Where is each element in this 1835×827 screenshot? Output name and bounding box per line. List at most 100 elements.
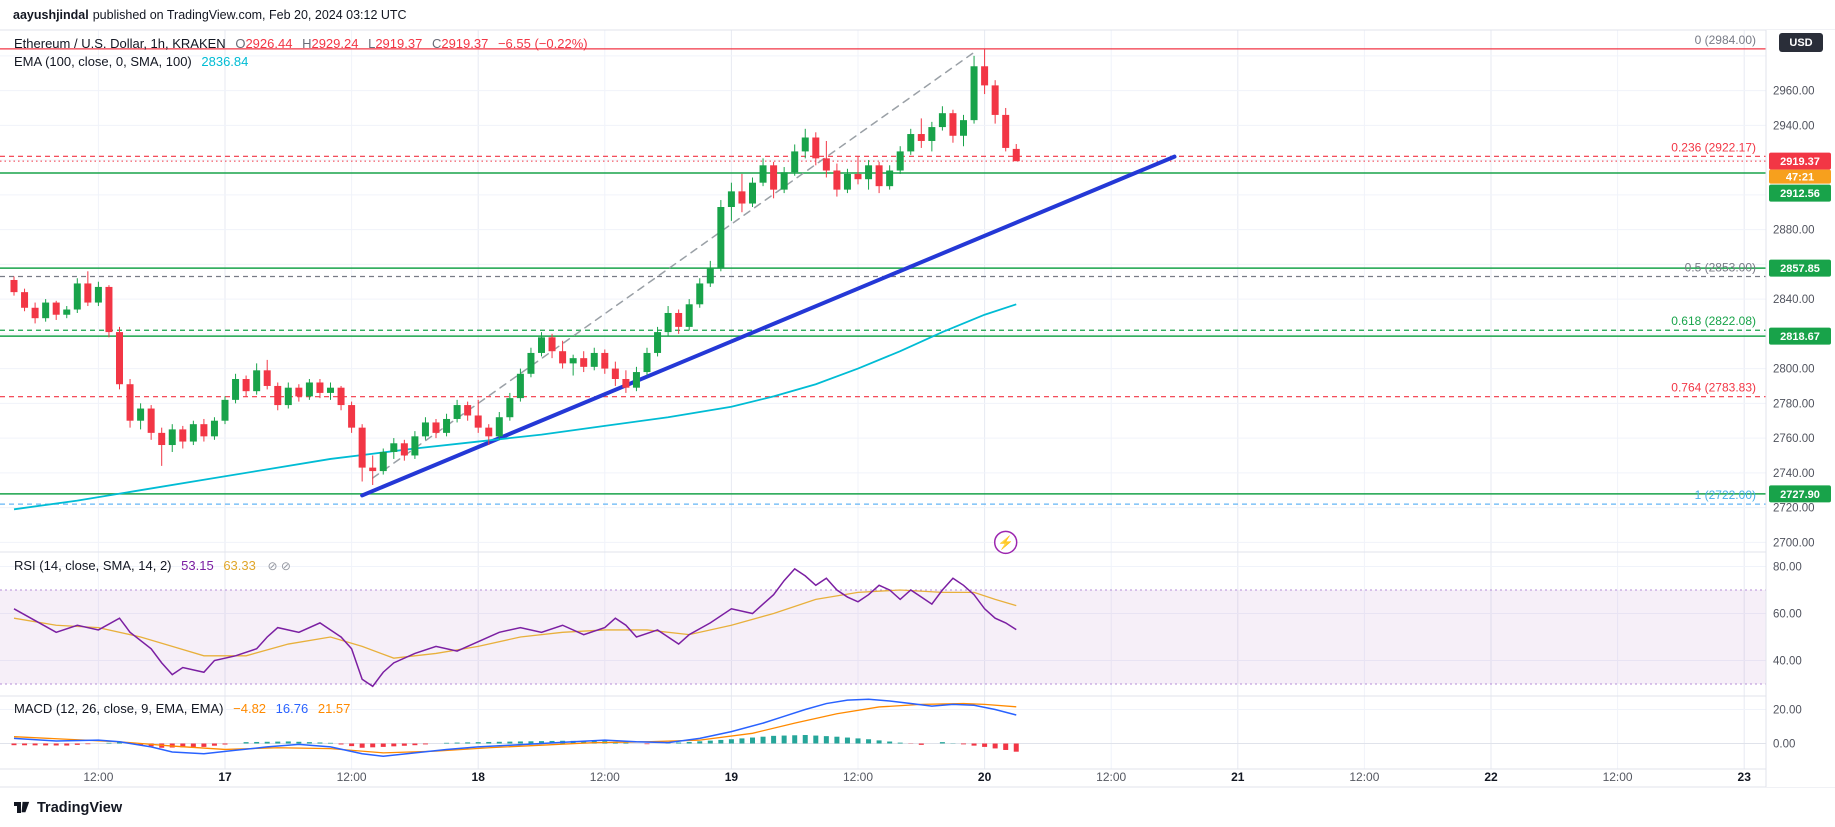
candle-body — [654, 332, 662, 353]
candle-body — [706, 267, 714, 284]
time-tick: 20 — [978, 770, 992, 784]
candle-body — [379, 451, 387, 472]
candle-body — [727, 191, 735, 208]
candle-body — [158, 432, 166, 446]
countdown-badge — [1769, 169, 1831, 184]
candle-body — [960, 120, 967, 136]
candle-body — [94, 286, 102, 303]
price-tick: 2940.00 — [1773, 120, 1815, 132]
open-label: O — [235, 36, 246, 51]
candle-body — [284, 387, 292, 406]
candle-body — [516, 373, 524, 399]
candle-body — [865, 165, 873, 180]
macd-legend: MACD (12, 26, close, 9, EMA, EMA) −4.82 … — [14, 701, 350, 716]
candle-body — [632, 372, 640, 388]
candle-body — [717, 207, 725, 268]
candle-body — [569, 358, 577, 364]
price-tick: 2840.00 — [1773, 294, 1815, 306]
fib-label: 0 (2984.00) — [1695, 33, 1756, 47]
candle-body — [949, 113, 957, 136]
candle-body — [928, 127, 936, 141]
candle-body — [843, 173, 851, 190]
tradingview-logo-icon[interactable] — [14, 799, 31, 816]
candle-body — [1012, 148, 1020, 162]
svg-text:2818.67: 2818.67 — [1780, 331, 1820, 343]
price-tick: 2700.00 — [1773, 537, 1815, 549]
candle-body — [1002, 114, 1010, 148]
macd-hist-value: −4.82 — [233, 701, 267, 716]
price-tick: 2740.00 — [1773, 468, 1815, 480]
rsi-title: RSI (14, close, SMA, 14, 2) — [14, 558, 172, 573]
pane-separators — [0, 29, 1835, 788]
rsi-tick: 60.00 — [1773, 609, 1802, 621]
price-tick: 2720.00 — [1773, 503, 1815, 515]
price-tick: 2780.00 — [1773, 398, 1815, 410]
time-tick: 21 — [1231, 770, 1245, 784]
time-tick: 19 — [725, 770, 739, 784]
rsi-tick: 80.00 — [1773, 562, 1802, 574]
support-price-badge — [1769, 259, 1831, 277]
candle-body — [495, 417, 503, 437]
trendlines — [360, 51, 1177, 498]
candle-body — [548, 337, 556, 352]
price-tick: 2760.00 — [1773, 433, 1815, 445]
candle-body — [242, 379, 250, 392]
currency-badge — [1779, 33, 1823, 52]
candle-body — [126, 384, 134, 421]
candle-body — [822, 158, 830, 171]
time-tick: 12:00 — [1096, 770, 1126, 784]
candle-body — [358, 427, 366, 468]
time-tick: 12:00 — [1349, 770, 1379, 784]
macd-tick: 0.00 — [1773, 739, 1795, 751]
ema-legend: EMA (100, close, 0, SMA, 100) 2836.84 — [14, 54, 248, 69]
candle-body — [738, 191, 746, 204]
tradingview-wordmark[interactable]: TradingView — [37, 799, 123, 816]
candle-body — [253, 370, 261, 392]
support-resistance-lines — [0, 160, 1766, 495]
footer-bar: TradingView — [0, 788, 1835, 827]
candle-body — [421, 422, 429, 437]
candle-body — [400, 443, 408, 456]
candle-body — [791, 151, 799, 173]
candle-body — [21, 292, 29, 308]
candle-body — [590, 352, 598, 367]
candle-body — [63, 309, 71, 315]
candle-body — [970, 66, 978, 121]
candle-body — [981, 66, 989, 86]
candle-body — [168, 429, 176, 446]
fib-labels: 0 (2984.00) 0.236 (2922.17) 0.5 (2853.00) 0… — [1671, 33, 1756, 502]
close-label: C — [431, 36, 442, 51]
candle-body — [443, 418, 451, 433]
candle-body — [907, 134, 915, 152]
time-tick: 18 — [472, 770, 486, 784]
chart-canvas[interactable]: 0 (2984.00) 0.236 (2922.17) 0.5 (2853.00) 0… — [0, 0, 1835, 788]
change-value: −6.55 (−0.22%) — [497, 36, 588, 51]
rsi-band — [0, 589, 1766, 685]
candle-body — [812, 137, 820, 159]
macd-line-value: 16.76 — [275, 701, 309, 716]
candle-body — [664, 312, 672, 333]
time-axis[interactable]: 12:00 17 12:00 18 12:00 19 12:00 20 12:00 21 12:00… — [83, 770, 1751, 784]
publish-text: published on TradingView.com, Feb 20, 20… — [92, 8, 407, 22]
candle-body — [833, 170, 841, 190]
candle-body — [105, 286, 113, 333]
fib-label: 0.764 (2783.83) — [1671, 381, 1756, 395]
candle-body — [464, 405, 472, 416]
symbol-legend: Ethereum / U.S. Dollar, 1h, KRAKEN O2926… — [14, 36, 588, 51]
candle-body — [527, 352, 535, 374]
candle-body — [854, 173, 862, 180]
svg-text:2727.90: 2727.90 — [1780, 489, 1820, 501]
lightning-marker[interactable]: ⚡ — [993, 530, 1018, 555]
candle-body — [538, 337, 545, 353]
candle-body — [263, 370, 271, 386]
ema-value: 2836.84 — [201, 54, 249, 69]
candle-body — [622, 379, 630, 388]
candle-body — [432, 422, 440, 433]
publish-info-bar: aayushjindal published on TradingView.co… — [0, 0, 1835, 30]
candle-body — [411, 436, 419, 456]
price-axis[interactable]: 2960.00 2940.00 2880.00 2840.00 2800.00 2780.… — [1765, 30, 1835, 787]
rsi-value: 53.15 — [181, 558, 214, 573]
macd-tick: 20.00 — [1773, 705, 1802, 717]
price-tick: 2800.00 — [1773, 364, 1815, 376]
